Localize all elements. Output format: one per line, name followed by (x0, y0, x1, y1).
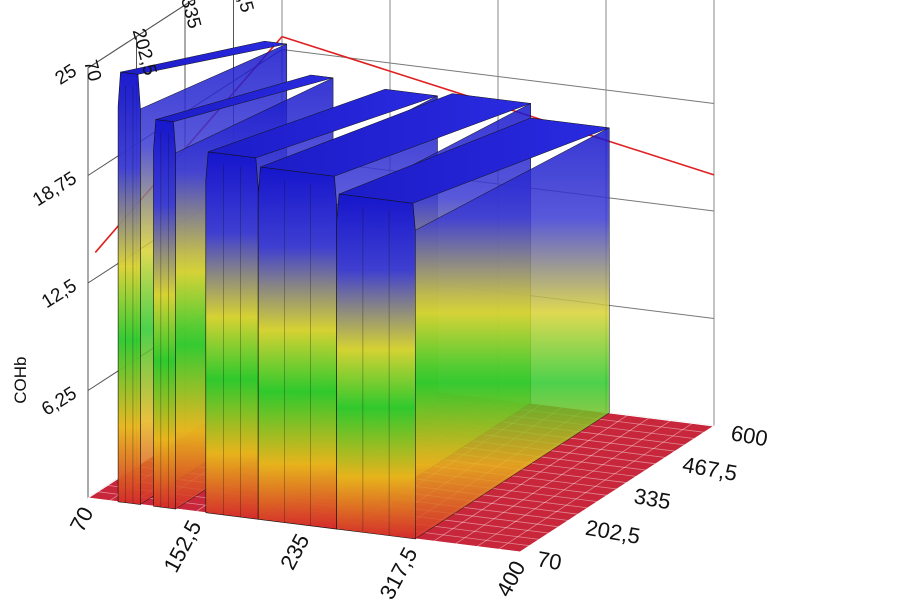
z-tick-label: 12,5 (38, 275, 80, 312)
ridge-front-face (205, 151, 259, 520)
x-tick-label: 70 (65, 503, 99, 536)
ridge-top (155, 74, 334, 122)
y-tick-label: 467,5 (681, 452, 740, 486)
ridge-top (120, 40, 287, 75)
ridge-top (339, 117, 610, 204)
ridge-front-face (117, 71, 141, 505)
x-tick-label: 400 (491, 557, 530, 601)
z-tick-label: 18,75 (29, 168, 80, 211)
floor-grid-line (519, 425, 715, 553)
floor-grid-line (433, 414, 628, 542)
x-tick-label: 317,5 (374, 543, 422, 603)
ridge-top (208, 88, 438, 159)
ridge-top (260, 93, 531, 177)
x-tick-label: 152,5 (158, 516, 206, 576)
ridge-front-face (336, 193, 416, 540)
floor-grid-line (454, 417, 650, 545)
z-axis-title: COHb (11, 357, 30, 404)
floor-grid-line (498, 422, 693, 550)
surface-ridges (117, 40, 610, 540)
z-tick-label: 25 (52, 60, 81, 89)
x-tick-label: 235 (275, 530, 314, 574)
ridge-front-face (257, 166, 338, 530)
y-tick-label: 202,5 (584, 515, 643, 549)
y-tick-label: 70 (535, 546, 563, 575)
ridge-front-face (153, 119, 176, 510)
z-tick-label: 6,25 (38, 383, 80, 420)
y-tick-label: 600 (729, 420, 770, 451)
ridge-5 (336, 117, 610, 540)
floor-grid-line (476, 420, 672, 547)
y-tick-label: 335 (632, 483, 673, 514)
